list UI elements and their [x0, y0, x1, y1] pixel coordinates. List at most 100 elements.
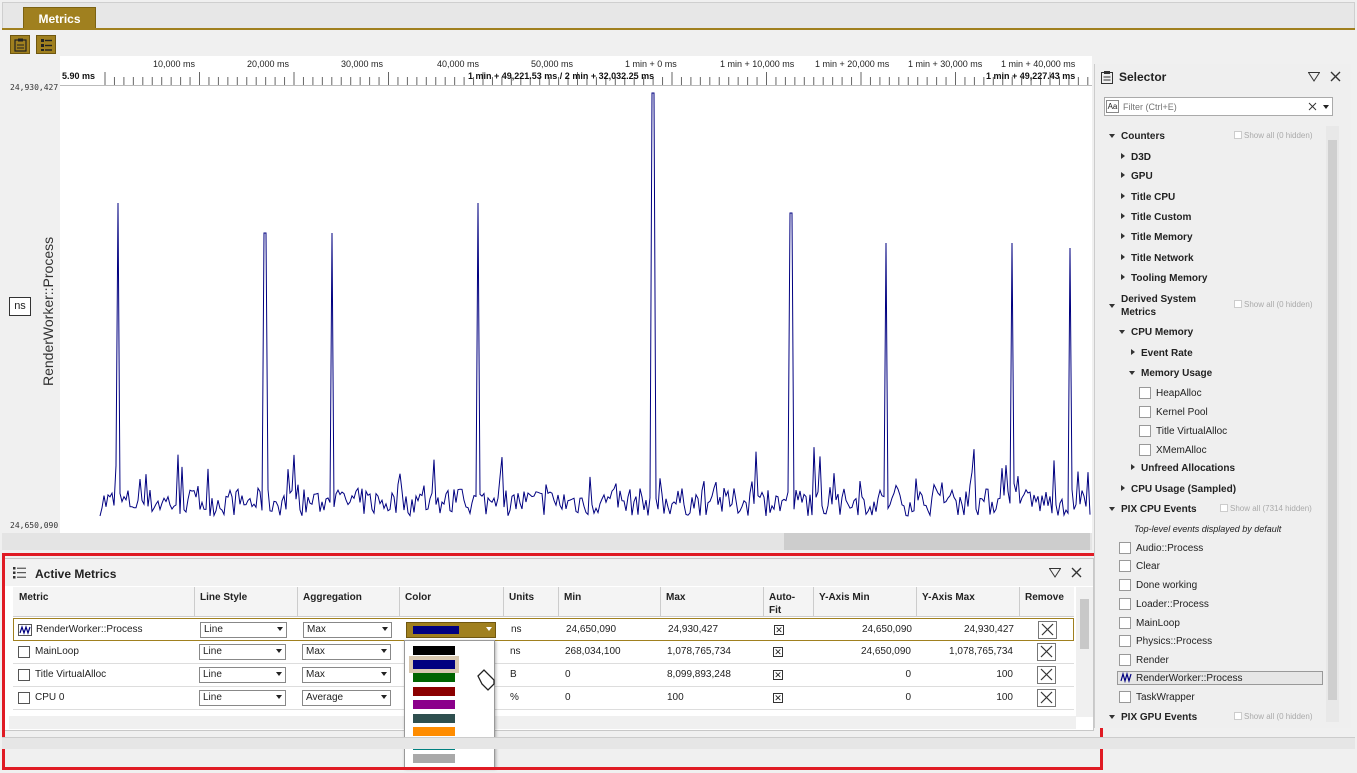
- remove-button[interactable]: [1038, 621, 1057, 639]
- line-style-select[interactable]: Line: [200, 622, 287, 638]
- tree-title-network[interactable]: Title Network: [1121, 253, 1194, 264]
- color-select[interactable]: [406, 622, 496, 638]
- tree-derived-system-metrics[interactable]: Derived System Metrics: [1109, 293, 1196, 319]
- close-icon[interactable]: [1330, 71, 1341, 82]
- tree-title-custom[interactable]: Title Custom: [1121, 212, 1191, 223]
- metric-checkbox[interactable]: [18, 669, 30, 681]
- column-header[interactable]: Line Style: [200, 592, 248, 603]
- column-header[interactable]: Metric: [19, 592, 49, 603]
- checkbox[interactable]: [1119, 560, 1131, 572]
- remove-button[interactable]: [1037, 666, 1056, 684]
- checkbox[interactable]: [1139, 406, 1151, 418]
- tree-event-item[interactable]: Render: [1119, 654, 1169, 666]
- selector-vertical-scrollbar[interactable]: [1326, 126, 1339, 722]
- tree-kernel-pool[interactable]: Kernel Pool: [1139, 406, 1208, 418]
- scrollbar-thumb[interactable]: [1080, 599, 1089, 649]
- metric-checkbox[interactable]: [18, 646, 30, 658]
- y-axis-max-value[interactable]: 100: [996, 692, 1013, 703]
- color-option[interactable]: [413, 646, 455, 655]
- line-style-select[interactable]: Line: [199, 644, 286, 660]
- line-style-select[interactable]: Line: [199, 690, 286, 706]
- table-horizontal-scrollbar[interactable]: [9, 716, 1076, 729]
- tree-event-item[interactable]: MainLoop: [1119, 617, 1180, 629]
- filter-icon[interactable]: [1308, 72, 1320, 82]
- table-row[interactable]: MainLoop Line Max ns 268,034,100 1,078,7…: [13, 641, 1074, 664]
- color-option[interactable]: [413, 727, 455, 736]
- y-axis-max-value[interactable]: 1,078,765,734: [949, 646, 1013, 657]
- checkbox[interactable]: [1119, 579, 1131, 591]
- tree-cpu-memory[interactable]: CPU Memory: [1119, 327, 1193, 338]
- column-header[interactable]: Remove: [1025, 592, 1064, 603]
- checkbox[interactable]: [1139, 444, 1151, 456]
- column-header[interactable]: Aggregation: [303, 592, 362, 603]
- color-option[interactable]: [409, 655, 459, 673]
- chart-plot[interactable]: [60, 86, 1092, 533]
- column-header[interactable]: Y-Axis Max: [922, 592, 975, 603]
- chart-horizontal-scrollbar[interactable]: [2, 533, 1092, 550]
- tree-event-item[interactable]: Audio::Process: [1119, 542, 1203, 554]
- checkbox[interactable]: [1119, 654, 1131, 666]
- autofit-checkbox[interactable]: ✕: [773, 670, 783, 680]
- tree-title-cpu[interactable]: Title CPU: [1121, 192, 1175, 203]
- aggregation-select[interactable]: Max: [302, 667, 391, 683]
- color-option[interactable]: [413, 673, 455, 682]
- timeline-ruler[interactable]: 10,000 ms 20,000 ms 30,000 ms 40,000 ms …: [60, 56, 1092, 86]
- autofit-checkbox[interactable]: ✕: [774, 625, 784, 635]
- tree-title-memory[interactable]: Title Memory: [1121, 232, 1193, 243]
- scrollbar-thumb[interactable]: [1328, 140, 1337, 700]
- tree-event-item[interactable]: Physics::Process: [1119, 635, 1212, 647]
- aggregation-select[interactable]: Average: [302, 690, 391, 706]
- color-option[interactable]: [413, 713, 455, 723]
- tree-pix-gpu-events[interactable]: PIX GPU Events: [1109, 712, 1197, 723]
- clipboard-icon[interactable]: [10, 35, 30, 54]
- line-style-select[interactable]: Line: [199, 667, 286, 683]
- y-axis-min-value[interactable]: 24,650,090: [861, 624, 912, 635]
- remove-button[interactable]: [1037, 643, 1056, 661]
- filter-input[interactable]: [1123, 99, 1303, 114]
- tree-unfreed-allocations[interactable]: Unfreed Allocations: [1131, 463, 1235, 474]
- tree-event-item[interactable]: Loader::Process: [1119, 598, 1209, 610]
- autofit-checkbox[interactable]: ✕: [773, 647, 783, 657]
- checkbox[interactable]: [1119, 691, 1131, 703]
- checkbox[interactable]: [1139, 387, 1151, 399]
- scrollbar-thumb[interactable]: [784, 533, 1090, 550]
- clear-icon[interactable]: [1308, 102, 1317, 111]
- column-header[interactable]: Y-Axis Min: [819, 592, 870, 603]
- tree-event-rate[interactable]: Event Rate: [1131, 348, 1193, 359]
- y-axis-max-value[interactable]: 100: [996, 669, 1013, 680]
- tree-d3d[interactable]: D3D: [1121, 152, 1151, 163]
- show-all-counters[interactable]: Show all (0 hidden): [1234, 131, 1312, 140]
- autofit-checkbox[interactable]: ✕: [773, 693, 783, 703]
- list-icon[interactable]: [36, 35, 56, 54]
- tree-title-virtualalloc[interactable]: Title VirtualAlloc: [1139, 425, 1227, 437]
- table-row[interactable]: RenderWorker::Process Line Max ns 24,650…: [13, 618, 1074, 641]
- tree-event-item[interactable]: TaskWrapper: [1119, 691, 1195, 703]
- tree-event-item-selected[interactable]: RenderWorker::Process: [1117, 671, 1323, 685]
- tree-event-item[interactable]: Done working: [1119, 579, 1197, 591]
- show-all-gpu-events[interactable]: Show all (0 hidden): [1234, 712, 1312, 721]
- checkbox[interactable]: [1139, 425, 1151, 437]
- close-icon[interactable]: [1071, 567, 1082, 578]
- y-axis-max-value[interactable]: 24,930,427: [963, 624, 1014, 635]
- tree-heapalloc[interactable]: HeapAlloc: [1139, 387, 1202, 399]
- column-header[interactable]: Color: [405, 592, 432, 603]
- tree-cpu-usage[interactable]: CPU Usage (Sampled): [1121, 484, 1236, 495]
- table-row[interactable]: Title VirtualAlloc Line Max B 0 8,099,89…: [13, 664, 1074, 687]
- column-header[interactable]: Units: [509, 592, 534, 603]
- column-header[interactable]: Min: [564, 592, 582, 603]
- color-option[interactable]: [413, 754, 455, 763]
- tree-gpu[interactable]: GPU: [1121, 171, 1153, 182]
- show-all-derived[interactable]: Show all (0 hidden): [1234, 300, 1312, 309]
- checkbox[interactable]: [1119, 598, 1131, 610]
- checkbox[interactable]: [1119, 617, 1131, 629]
- y-axis-min-value[interactable]: 0: [905, 692, 911, 703]
- table-vertical-scrollbar[interactable]: [1076, 587, 1093, 717]
- color-option[interactable]: [413, 686, 455, 696]
- checkbox[interactable]: [1119, 635, 1131, 647]
- remove-button[interactable]: [1037, 689, 1056, 707]
- tree-xmemalloc[interactable]: XMemAlloc: [1139, 444, 1207, 456]
- tab-metrics[interactable]: Metrics: [23, 7, 96, 30]
- tree-pix-cpu-events[interactable]: PIX CPU Events: [1109, 504, 1197, 515]
- column-header[interactable]: Max: [666, 592, 686, 603]
- y-axis-min-value[interactable]: 24,650,090: [860, 646, 911, 657]
